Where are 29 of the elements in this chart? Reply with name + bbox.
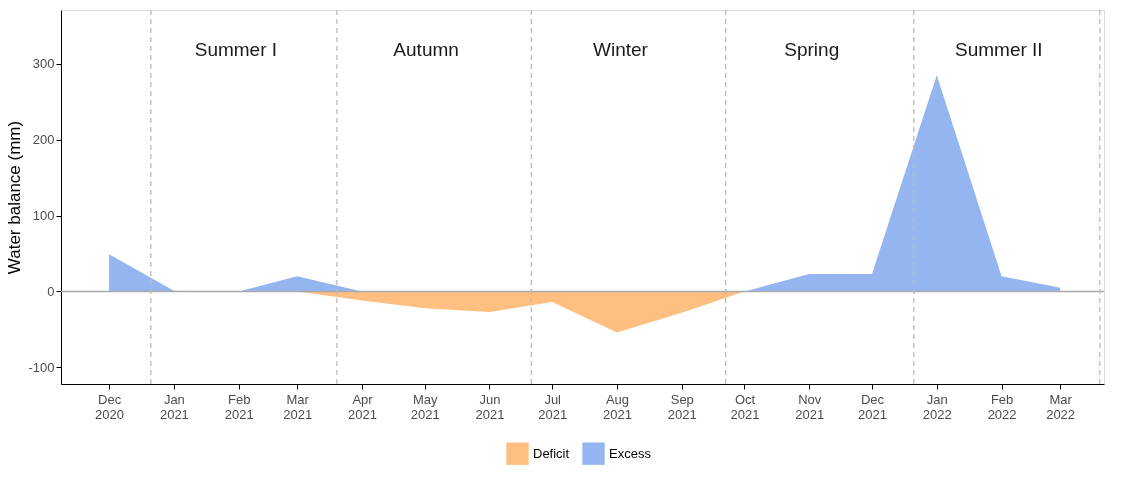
- x-tick-label: Aug 2021: [603, 391, 632, 422]
- annotation: Summer II: [954, 39, 1043, 60]
- y-tick-label: 200: [32, 132, 55, 148]
- x-tick-label: May 2021: [410, 391, 440, 422]
- x-tick-label: Jan 2021: [159, 391, 189, 422]
- annotation: Summer I: [194, 39, 278, 60]
- annotation: Spring: [784, 39, 840, 60]
- legend-label: Deficit: [533, 445, 570, 461]
- annotation: Winter: [593, 39, 649, 60]
- y-tick-label: 100: [32, 208, 55, 224]
- x-tick-label: Jun 2021: [475, 391, 505, 422]
- x-tick-label: Feb 2022: [987, 391, 1017, 422]
- x-tick-label: Dec 2020: [95, 391, 125, 422]
- x-tick-label: Oct 2021: [730, 391, 760, 422]
- x-tick-label: Mar 2022: [1046, 391, 1076, 422]
- x-tick-label: Jan 2022: [922, 391, 952, 422]
- x-tick-label: Jul 2021: [538, 391, 568, 422]
- y-tick-label: 0: [47, 283, 55, 299]
- x-tick-label: Apr 2021: [348, 391, 377, 422]
- x-tick-label: Dec 2021: [858, 391, 887, 422]
- x-tick-label: Sep 2021: [667, 391, 697, 422]
- y-axis-title: Water balance (mm): [5, 120, 25, 275]
- legend-label: Excess: [609, 445, 652, 461]
- y-tick-label: -100: [28, 359, 55, 375]
- x-tick-label: Nov 2021: [795, 391, 825, 422]
- x-tick-label: Mar 2021: [283, 391, 313, 422]
- x-tick-label: Feb 2021: [224, 391, 254, 422]
- y-tick-label: 300: [32, 56, 55, 72]
- annotation: Autumn: [393, 39, 459, 60]
